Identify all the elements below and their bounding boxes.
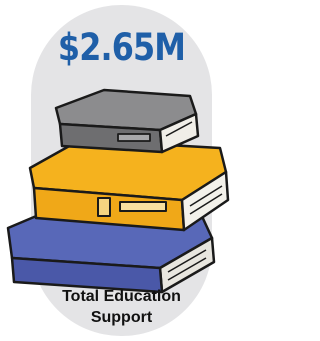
amount: $2.65M: [17, 26, 226, 70]
stat-card: $2.65M Total Education Support: [0, 0, 243, 341]
stat-label: Total Education Support: [50, 286, 193, 328]
yellow-book: [30, 140, 228, 230]
gray-book: [56, 90, 198, 152]
